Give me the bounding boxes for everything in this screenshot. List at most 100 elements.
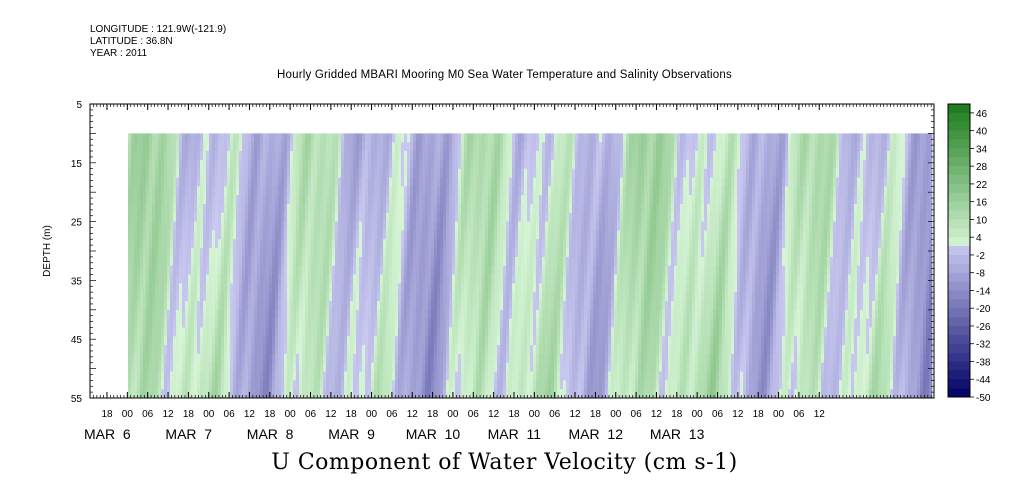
heatmap-cell: [383, 239, 387, 249]
heatmap-cell: [164, 265, 168, 275]
heatmap-cell: [398, 283, 402, 293]
heatmap-cell: [389, 239, 393, 249]
heatmap-cell: [302, 230, 306, 240]
heatmap-cell: [425, 300, 429, 311]
heatmap-cell: [545, 380, 549, 390]
heatmap-cell: [275, 230, 279, 240]
heatmap-cell: [494, 256, 498, 267]
heatmap-cell: [551, 353, 555, 364]
heatmap-cell: [530, 318, 534, 328]
heatmap-cell: [491, 248, 495, 258]
heatmap-cell: [521, 300, 525, 311]
heatmap-cell: [410, 283, 414, 293]
heatmap-cell: [563, 142, 567, 152]
heatmap-cell: [560, 248, 564, 258]
heatmap-cell: [176, 292, 180, 302]
heatmap-cell: [221, 371, 225, 381]
heatmap-cell: [437, 142, 441, 152]
heatmap-cell: [281, 292, 285, 302]
heatmap-cell: [314, 177, 318, 187]
heatmap-cell: [293, 177, 297, 187]
heatmap-cell: [389, 371, 393, 381]
heatmap-cell: [137, 151, 141, 161]
heatmap-cell: [578, 353, 582, 364]
heatmap-cell: [365, 265, 369, 275]
heatmap-cell: [287, 168, 291, 178]
heatmap-cell: [218, 362, 222, 372]
heatmap-cell: [380, 353, 384, 364]
heatmap-cell: [485, 142, 489, 152]
heatmap-cell: [434, 142, 438, 152]
heatmap-cell: [407, 221, 411, 231]
heatmap-cell: [275, 283, 279, 293]
heatmap-cell: [143, 371, 147, 381]
heatmap-cell: [293, 380, 297, 390]
heatmap-cell: [437, 345, 441, 355]
heatmap-cell: [542, 309, 546, 320]
heatmap-cell: [323, 168, 327, 178]
heatmap-cell: [299, 371, 303, 381]
heatmap-cell: [254, 151, 258, 161]
heatmap-cell: [296, 221, 300, 231]
heatmap-cell: [620, 371, 624, 381]
heatmap-cell: [281, 203, 285, 214]
heatmap-cell: [419, 380, 423, 390]
heatmap-cell: [353, 336, 357, 346]
heatmap-cell: [461, 168, 465, 178]
heatmap-cell: [566, 212, 570, 222]
heatmap-cell: [344, 380, 348, 390]
heatmap-cell: [539, 265, 543, 275]
heatmap-cell: [506, 309, 510, 320]
heatmap-cell: [230, 212, 234, 222]
heatmap-cell: [590, 362, 594, 372]
heatmap-cell: [425, 133, 429, 143]
heatmap-cell: [467, 345, 471, 355]
heatmap-cell: [440, 283, 444, 293]
heatmap-cell: [230, 151, 234, 161]
heatmap-cell: [527, 380, 531, 390]
heatmap-cell: [416, 336, 420, 346]
heatmap-cell: [479, 186, 483, 196]
heatmap-cell: [155, 212, 159, 222]
heatmap-cell: [251, 274, 255, 284]
heatmap-cell: [581, 292, 585, 302]
heatmap-cell: [287, 265, 291, 275]
heatmap-cell: [320, 168, 324, 178]
heatmap-cell: [356, 186, 360, 196]
heatmap-cell: [569, 362, 573, 372]
heatmap-cell: [134, 309, 138, 320]
heatmap-cell: [401, 371, 405, 381]
heatmap-cell: [368, 345, 372, 355]
heatmap-cell: [149, 362, 153, 372]
heatmap-cell: [140, 345, 144, 355]
heatmap-cell: [386, 265, 390, 275]
heatmap-cell: [485, 265, 489, 275]
heatmap-cell: [557, 283, 561, 293]
heatmap-cell: [260, 230, 264, 240]
heatmap-cell: [425, 353, 429, 364]
heatmap-cell: [242, 336, 246, 346]
heatmap-cell: [203, 239, 207, 249]
heatmap-cell: [473, 230, 477, 240]
heatmap-cell: [383, 221, 387, 231]
heatmap-cell: [146, 353, 150, 364]
heatmap-cell: [158, 177, 162, 187]
heatmap-cell: [560, 133, 564, 143]
heatmap-cell: [365, 336, 369, 346]
heatmap-cell: [479, 177, 483, 187]
heatmap-cell: [203, 248, 207, 258]
heatmap-cell: [593, 248, 597, 258]
heatmap-cell: [170, 274, 174, 284]
heatmap-cell: [506, 239, 510, 249]
heatmap-cell: [455, 221, 459, 231]
heatmap-cell: [500, 300, 504, 311]
heatmap-cell: [416, 230, 420, 240]
heatmap-cell: [455, 177, 459, 187]
heatmap-cell: [320, 362, 324, 372]
heatmap-cell: [506, 274, 510, 284]
heatmap-cell: [140, 195, 144, 205]
heatmap-cell: [245, 353, 249, 364]
heatmap-cell: [467, 239, 471, 249]
heatmap-cell: [182, 336, 186, 346]
heatmap-cell: [158, 265, 162, 275]
